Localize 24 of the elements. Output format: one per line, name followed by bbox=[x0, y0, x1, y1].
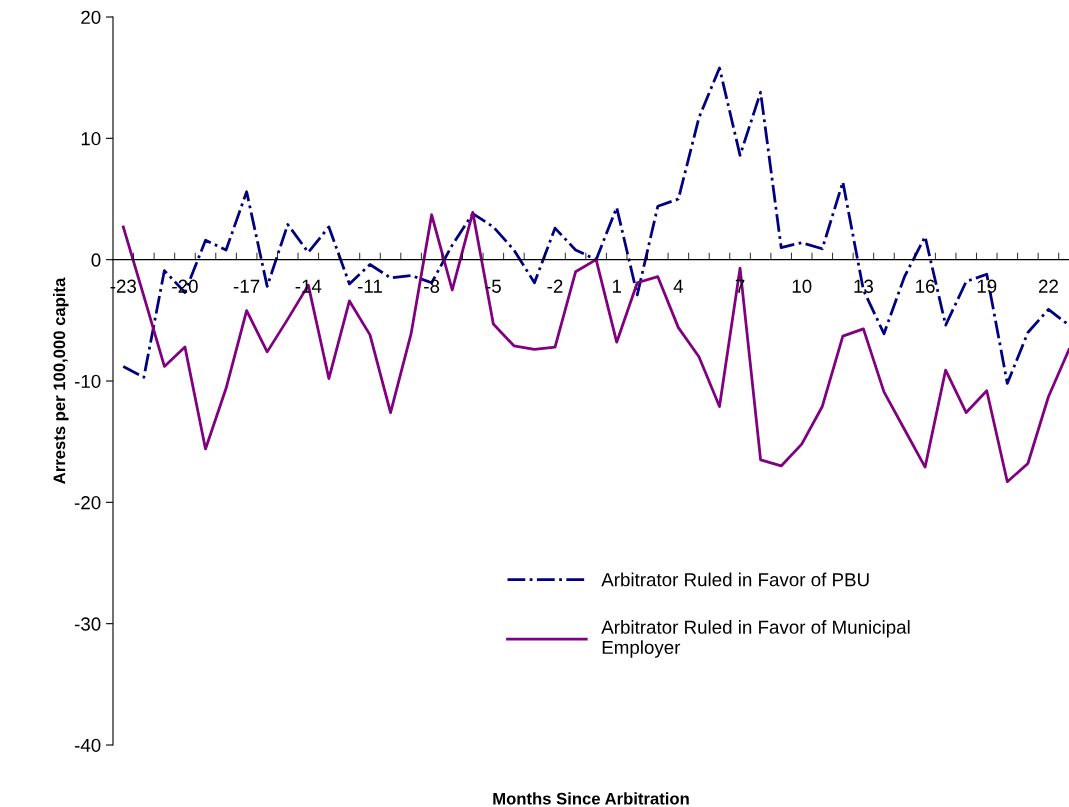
y-tick-label: -40 bbox=[74, 738, 101, 752]
y-tick-label: 10 bbox=[81, 132, 101, 146]
y-tick-label: 0 bbox=[91, 253, 101, 267]
x-tick-label: 13 bbox=[854, 279, 874, 293]
x-tick-label: 19 bbox=[977, 279, 997, 293]
x-tick-label: -17 bbox=[233, 279, 260, 293]
x-tick-label: 22 bbox=[1038, 279, 1058, 293]
legend-label: Arbitrator Ruled in Favor of Municipal Employer bbox=[601, 620, 910, 658]
x-tick-label: -11 bbox=[357, 279, 382, 293]
y-axis-title: Arrests per 100,000 capita bbox=[53, 277, 69, 484]
x-axis-title: Months Since Arbitration bbox=[493, 792, 689, 805]
y-tick-label: -10 bbox=[74, 374, 101, 388]
legend-label: Arbitrator Ruled in Favor of PBU bbox=[601, 572, 869, 587]
x-tick-label: 16 bbox=[916, 279, 935, 293]
x-tick-label: 10 bbox=[792, 279, 812, 293]
x-tick-label: 1 bbox=[612, 279, 621, 293]
x-tick-label: -2 bbox=[547, 279, 563, 293]
y-tick-label: -20 bbox=[74, 496, 101, 510]
x-tick-label: 4 bbox=[673, 279, 684, 293]
y-tick-label: 20 bbox=[81, 10, 101, 24]
x-tick-label: -8 bbox=[424, 279, 440, 293]
y-tick-label: -30 bbox=[74, 617, 101, 631]
x-tick-label: 7 bbox=[735, 279, 745, 293]
x-tick-label: -14 bbox=[295, 279, 322, 293]
